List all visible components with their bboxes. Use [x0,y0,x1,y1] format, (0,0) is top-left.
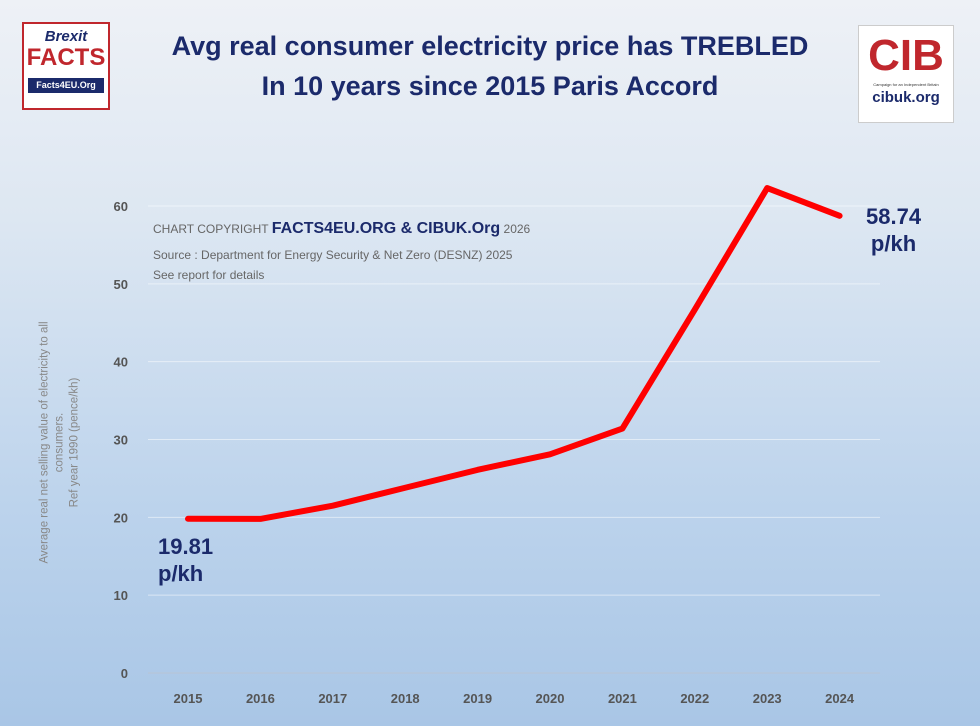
logo-text: FACTS [26,44,106,71]
x-tick-label: 2023 [753,691,782,706]
source-note: Source : Department for Energy Security … [153,248,513,262]
x-tick-label: 2018 [391,691,420,706]
y-tick-label: 0 [121,666,128,681]
data-label-value: 19.81 [158,534,214,559]
data-label-unit: p/kh [870,231,917,256]
y-tick-label: 60 [114,199,128,214]
logo-text: Brexit [44,28,88,45]
x-tick-label: 2017 [318,691,347,706]
x-tick-label: 2024 [825,691,855,706]
copyright-note: CHART COPYRIGHT FACTS4EU.ORG & CIBUK.Org… [153,220,530,238]
logo-text: cibuk.org [872,89,940,106]
data-label-2015: 19.81 p/kh [158,533,213,587]
cibuk-logo: CIB Campaign for an Independent Britain … [858,25,954,123]
x-tick-label: 2019 [463,691,492,706]
data-label-2024: 58.74 p/kh [866,203,921,257]
series-line [185,185,843,522]
y-tick-label: 10 [114,588,128,603]
data-label-unit: p/kh [158,561,204,586]
x-tick-label: 2021 [608,691,637,706]
x-tick-label: 2022 [680,691,709,706]
y-tick-label: 40 [114,355,128,370]
x-tick-label: 2020 [536,691,565,706]
y-tick-label: 20 [114,510,128,525]
chart-title-line2: In 10 years since 2015 Paris Accord [261,71,719,101]
logo-text: CIB [868,31,944,80]
logo-text: Facts4EU.Org [28,78,104,93]
details-note: See report for details [153,268,265,282]
brexit-facts-logo: Brexit FACTS Facts4EU.Org [22,22,110,110]
y-tick-label: 50 [114,277,128,292]
data-label-value: 58.74 [866,204,922,229]
copyright-prefix: CHART COPYRIGHT [153,222,269,236]
x-tick-label: 2015 [174,691,203,706]
x-tick-label: 2016 [246,691,275,706]
logo-text: Campaign for an Independent Britain [873,82,939,87]
chart-title-line1: Avg real consumer electricity price has … [171,31,809,61]
y-tick-label: 30 [114,433,128,448]
copyright-year: 2026 [503,222,531,236]
copyright-main: FACTS4EU.ORG & CIBUK.Org [271,220,501,237]
